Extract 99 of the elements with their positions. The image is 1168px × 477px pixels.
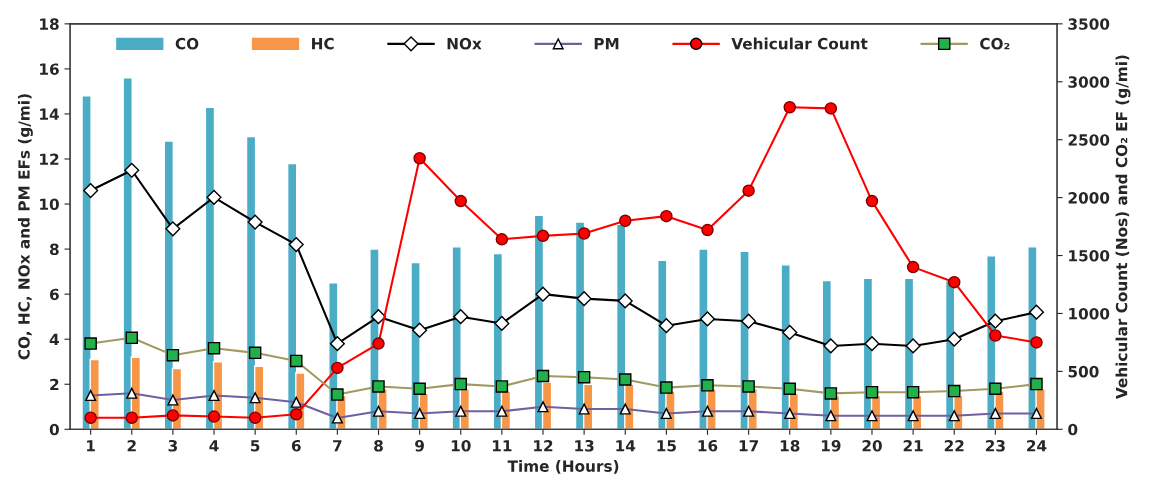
point	[946, 331, 962, 347]
point	[823, 338, 839, 354]
point	[165, 221, 181, 237]
legend-label: CO₂	[980, 37, 1010, 50]
point	[248, 411, 262, 424]
y-tick-label: 16	[40, 63, 59, 75]
point	[247, 214, 263, 230]
point	[865, 194, 879, 208]
point	[453, 309, 469, 325]
point	[701, 223, 714, 237]
point	[84, 411, 97, 424]
y-tick-label: 8	[49, 243, 59, 256]
point	[372, 337, 385, 350]
x-tick-label: 21	[903, 439, 923, 452]
y-tick-label: 6	[49, 288, 59, 301]
point	[290, 407, 303, 421]
x-tick-label: 15	[657, 440, 676, 452]
y-axis-title: CO, HC, NOx and PM EFs (g/mi)	[17, 94, 33, 360]
y-tick-label: 0	[49, 423, 59, 436]
point	[494, 315, 510, 332]
y2-tick-label: 1000	[1069, 307, 1110, 320]
point	[536, 229, 550, 243]
legend-label: HC	[312, 37, 334, 50]
y2-tick-label: 0	[1068, 423, 1078, 436]
point	[987, 313, 1003, 329]
point	[83, 182, 99, 199]
x-tick-label: 4	[209, 440, 219, 452]
point	[906, 260, 920, 274]
point	[782, 324, 798, 341]
y-tick-label: 10	[40, 198, 59, 211]
point	[1028, 304, 1045, 320]
x-tick-label: 22	[944, 439, 964, 452]
point	[741, 313, 757, 329]
point	[535, 286, 551, 302]
point	[125, 411, 139, 424]
point	[658, 318, 674, 334]
point	[742, 184, 755, 197]
y2-tick-label: 500	[1068, 365, 1099, 378]
x-tick-label: 19	[821, 440, 841, 452]
point	[412, 322, 428, 338]
x-tick-label: 16	[698, 440, 718, 452]
point	[495, 233, 509, 246]
point	[660, 209, 673, 223]
legend-label: CO	[175, 37, 199, 50]
point	[824, 102, 838, 115]
point	[329, 336, 345, 352]
x-tick-label: 13	[575, 439, 594, 452]
x-tick-label: 17	[739, 440, 759, 452]
point	[413, 151, 426, 165]
y2-tick-label: 1500	[1069, 250, 1110, 262]
point	[454, 194, 468, 208]
point	[124, 162, 140, 178]
point	[207, 410, 221, 423]
x-tick-label: 1	[87, 440, 95, 452]
point	[577, 227, 591, 240]
x-tick-label: 7	[333, 440, 342, 452]
legend-label: PM	[594, 38, 619, 50]
x-tick-label: 9	[415, 440, 424, 452]
x-tick-label: 23	[985, 439, 1005, 452]
x-tick-label: 12	[534, 439, 553, 452]
y-tick-label: 14	[40, 108, 59, 120]
x-tick-label: 18	[780, 439, 800, 452]
point	[783, 101, 796, 114]
point	[331, 361, 344, 375]
point	[576, 291, 592, 307]
point	[370, 309, 387, 325]
y2-axis-title: Vehicular Count (Nos) and CO₂ EF (g/mi)	[1115, 55, 1131, 400]
x-tick-label: 14	[616, 440, 636, 452]
x-tick-label: 10	[451, 439, 471, 452]
point	[288, 237, 304, 253]
y-tick-label: 4	[49, 333, 59, 345]
x-tick-label: 20	[862, 439, 882, 452]
point	[905, 338, 921, 354]
point	[1030, 336, 1043, 349]
y2-tick-label: 2500	[1068, 134, 1110, 146]
y2-tick-label: 2000	[1068, 192, 1110, 204]
x-tick-label: 2	[127, 439, 136, 452]
x-tick-label: 11	[492, 440, 512, 452]
x-axis-title: Time (Hours)	[507, 460, 619, 474]
point	[699, 311, 716, 327]
legend-label: Vehicular Count	[731, 37, 868, 50]
legend-label: NOx	[447, 37, 482, 50]
point	[617, 293, 633, 309]
y-tick-label: 18	[40, 18, 59, 30]
y2-tick-label: 3500	[1068, 18, 1110, 30]
y-tick-label: 2	[50, 378, 59, 391]
y2-tick-label: 3000	[1068, 76, 1110, 88]
x-tick-label: 24	[1027, 439, 1047, 452]
x-tick-label: 6	[291, 440, 301, 452]
point	[947, 275, 961, 289]
point	[166, 409, 180, 422]
x-tick-label: 8	[374, 439, 383, 452]
point	[618, 214, 632, 228]
point	[989, 329, 1002, 342]
point	[864, 336, 880, 352]
point	[206, 189, 222, 205]
x-tick-label: 3	[168, 439, 177, 452]
y-tick-label: 12	[40, 153, 59, 165]
x-tick-label: 5	[251, 440, 260, 452]
